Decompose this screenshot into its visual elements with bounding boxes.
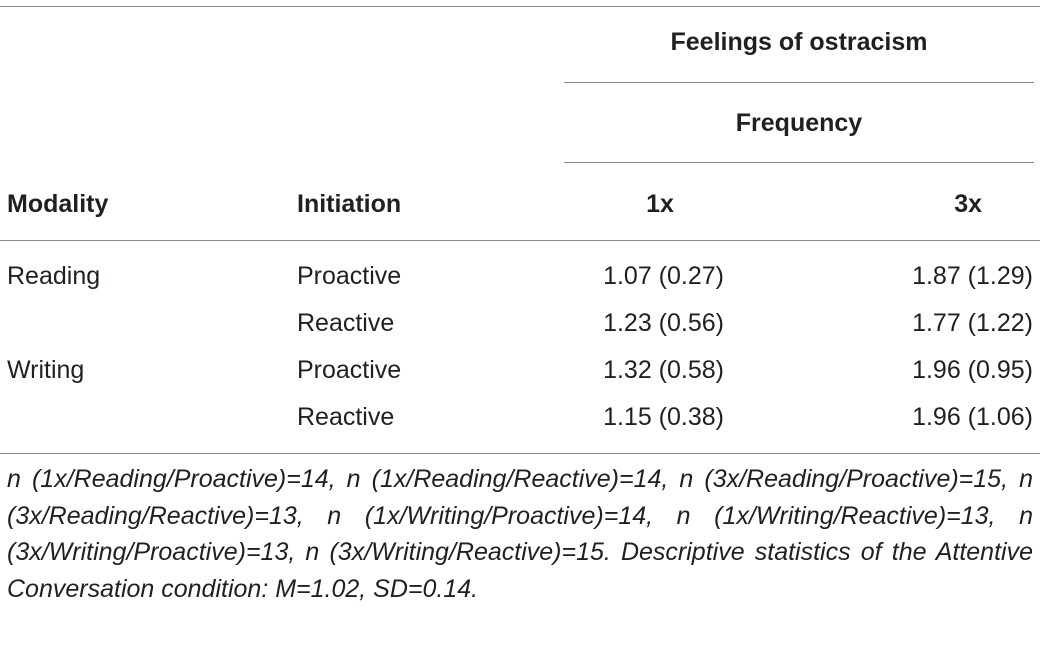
- table-row-1-initiation: Proactive: [297, 262, 402, 290]
- table-row-3-initiation: Proactive: [297, 356, 402, 384]
- group-header-feelings-of-ostracism: Feelings of ostracism: [670, 28, 928, 56]
- column-header-1x: 1x: [646, 190, 674, 218]
- column-header-3x: 3x: [954, 190, 982, 218]
- table-row-1-value-3x: 1.87 (1.29): [912, 262, 1033, 290]
- table-row-3-modality: Writing: [7, 356, 85, 384]
- table-row-4-initiation: Reactive: [297, 403, 395, 431]
- subgroup-header-rule: [564, 162, 1034, 163]
- table-top-rule: [0, 6, 1040, 7]
- table-bottom-rule: [0, 453, 1040, 454]
- table-row-2-value-3x: 1.77 (1.22): [912, 309, 1033, 337]
- column-header-initiation: Initiation: [297, 190, 402, 218]
- table-row-1-value-1x: 1.07 (0.27): [603, 262, 724, 290]
- table-row-3-value-3x: 1.96 (0.95): [912, 356, 1033, 384]
- table-row-1-modality: Reading: [7, 262, 101, 290]
- header-bottom-rule: [0, 240, 1040, 241]
- table-footnote: n (1x/Reading/Proactive)=14, n (1x/Readi…: [7, 465, 1033, 603]
- table-row-2-value-1x: 1.23 (0.56): [603, 309, 724, 337]
- table-row-2-initiation: Reactive: [297, 309, 395, 337]
- group-header-rule: [564, 82, 1034, 83]
- table-row-4-value-3x: 1.96 (1.06): [912, 403, 1033, 431]
- table-row-3-value-1x: 1.32 (0.58): [603, 356, 724, 384]
- table-row-4-value-1x: 1.15 (0.38): [603, 403, 724, 431]
- column-header-modality: Modality: [7, 190, 109, 218]
- subgroup-header-frequency: Frequency: [735, 109, 863, 137]
